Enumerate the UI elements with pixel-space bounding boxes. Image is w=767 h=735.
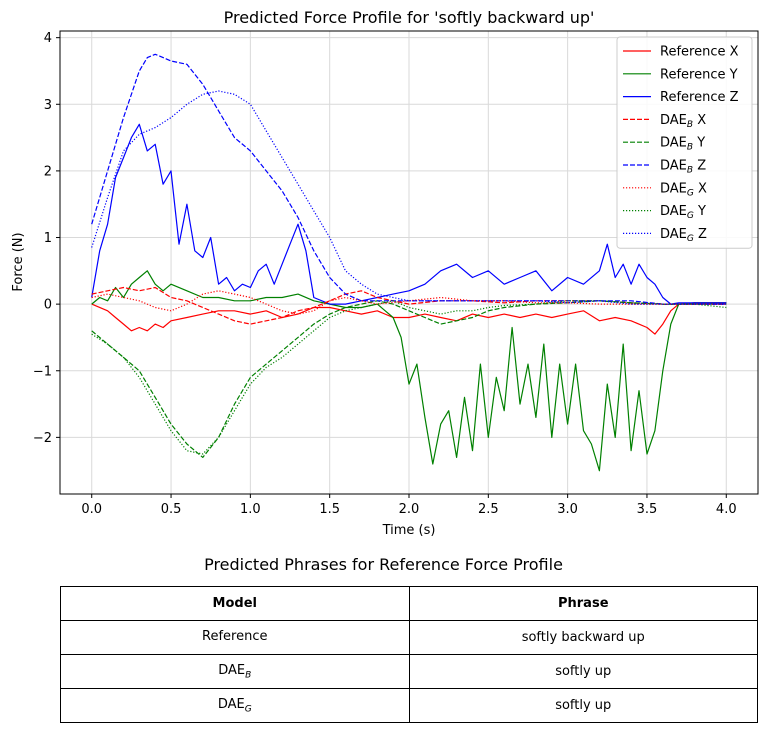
model-name: Reference xyxy=(202,628,268,644)
series-line xyxy=(91,123,727,305)
chart-title: Predicted Force Profile for 'softly back… xyxy=(224,8,595,27)
table-row: DAEB softly up xyxy=(60,654,758,689)
legend-label-main: DAE xyxy=(660,181,687,196)
legend-label-suffix: X xyxy=(694,181,707,196)
legend-label-suffix: Z xyxy=(694,227,707,242)
table-header-row: Model Phrase xyxy=(60,586,758,621)
series-line xyxy=(91,302,727,335)
x-tick-label: 4.0 xyxy=(716,502,737,517)
x-axis-label: Time (s) xyxy=(382,523,436,538)
model-subscript: G xyxy=(244,704,252,715)
table-row: DAEG softly up xyxy=(60,688,758,723)
series-line xyxy=(91,300,727,455)
legend-label-main: Reference xyxy=(660,90,725,105)
legend-label-main: DAE xyxy=(660,227,687,242)
force-profile-chart: 0.0 0.5 1.0 1.5 2.0 2.5 3.0 3.5 4.0 −2 −1 0 1 2 3 4 Pre… xyxy=(11,8,759,538)
series-lines xyxy=(91,53,727,472)
legend-label-subscript: G xyxy=(687,234,694,244)
x-tick-label: 2.0 xyxy=(399,502,420,517)
model-name: DAE xyxy=(218,662,246,678)
legend-label-suffix: X xyxy=(693,113,706,128)
legend-label-main: DAE xyxy=(660,113,687,128)
x-tick-label: 3.5 xyxy=(637,502,658,517)
x-tick-label: 0.5 xyxy=(161,502,182,517)
y-tick-label: −2 xyxy=(33,431,52,446)
y-tick-label: 3 xyxy=(44,98,52,113)
header-model: Model xyxy=(60,586,410,621)
legend-label-main: DAE xyxy=(660,136,687,151)
legend-label-suffix: Z xyxy=(725,90,738,105)
y-tick-label: 2 xyxy=(44,164,52,179)
x-tick-label: 2.5 xyxy=(478,502,499,517)
legend-label-suffix: Z xyxy=(693,159,706,174)
x-tick-label: 0.0 xyxy=(81,502,102,517)
legend-label: DAEB Z xyxy=(660,159,706,176)
legend-label-main: DAE xyxy=(660,204,687,219)
phrase-cell: softly up xyxy=(408,654,758,689)
legend-label-main: DAE xyxy=(660,159,687,174)
legend-label-suffix: Y xyxy=(693,136,705,151)
legend-label-subscript: B xyxy=(687,120,693,130)
series-line xyxy=(91,300,727,458)
model-cell: Reference xyxy=(60,620,410,655)
x-tick-label: 1.5 xyxy=(319,502,340,517)
phrase-cell: softly up xyxy=(408,688,758,723)
legend-label-suffix: X xyxy=(725,45,738,60)
model-name: DAE xyxy=(217,696,245,712)
legend-label: DAEG X xyxy=(660,181,707,198)
legend-label-main: Reference xyxy=(660,67,725,82)
phrase-cell: softly backward up xyxy=(408,620,758,655)
legend-label-suffix: Y xyxy=(694,204,706,219)
legend-box xyxy=(616,36,753,249)
model-cell: DAEB xyxy=(60,654,410,689)
legend-label: DAEG Z xyxy=(660,227,707,244)
header-phrase: Phrase xyxy=(408,586,758,621)
axis-ticks: 0.0 0.5 1.0 1.5 2.0 2.5 3.0 3.5 4.0 −2 −1 0 1 2 3 4 xyxy=(33,31,737,517)
legend-label-main: Reference xyxy=(660,45,725,60)
x-tick-label: 3.0 xyxy=(557,502,578,517)
legend-label: Reference X xyxy=(660,45,739,60)
legend-label: Reference Z xyxy=(660,90,739,105)
table-row: Reference softly backward up xyxy=(60,620,758,655)
model-cell: DAEG xyxy=(60,688,410,723)
x-tick-label: 1.0 xyxy=(240,502,261,517)
legend-label-subscript: B xyxy=(687,166,693,176)
legend-label: DAEB Y xyxy=(660,136,705,153)
legend-label: DAEB X xyxy=(660,113,706,130)
legend-label-subscript: G xyxy=(687,211,694,221)
table-title: Predicted Phrases for Reference Force Pr… xyxy=(204,555,563,574)
series-line xyxy=(91,270,727,472)
y-tick-label: 1 xyxy=(44,231,52,246)
y-tick-label: 0 xyxy=(44,298,52,313)
y-axis-label: Force (N) xyxy=(11,232,26,291)
legend-label-subscript: B xyxy=(687,143,693,153)
legend-label-suffix: Y xyxy=(725,67,737,82)
series-line xyxy=(91,53,727,305)
legend-label: Reference Y xyxy=(660,67,738,82)
model-subscript: B xyxy=(245,670,252,681)
phrases-table: Model Phrase Reference softly backward u… xyxy=(60,586,758,723)
legend-label-subscript: G xyxy=(687,188,694,198)
y-tick-label: −1 xyxy=(33,364,52,379)
y-tick-label: 4 xyxy=(44,31,52,46)
legend-label: DAEG Y xyxy=(660,204,706,221)
